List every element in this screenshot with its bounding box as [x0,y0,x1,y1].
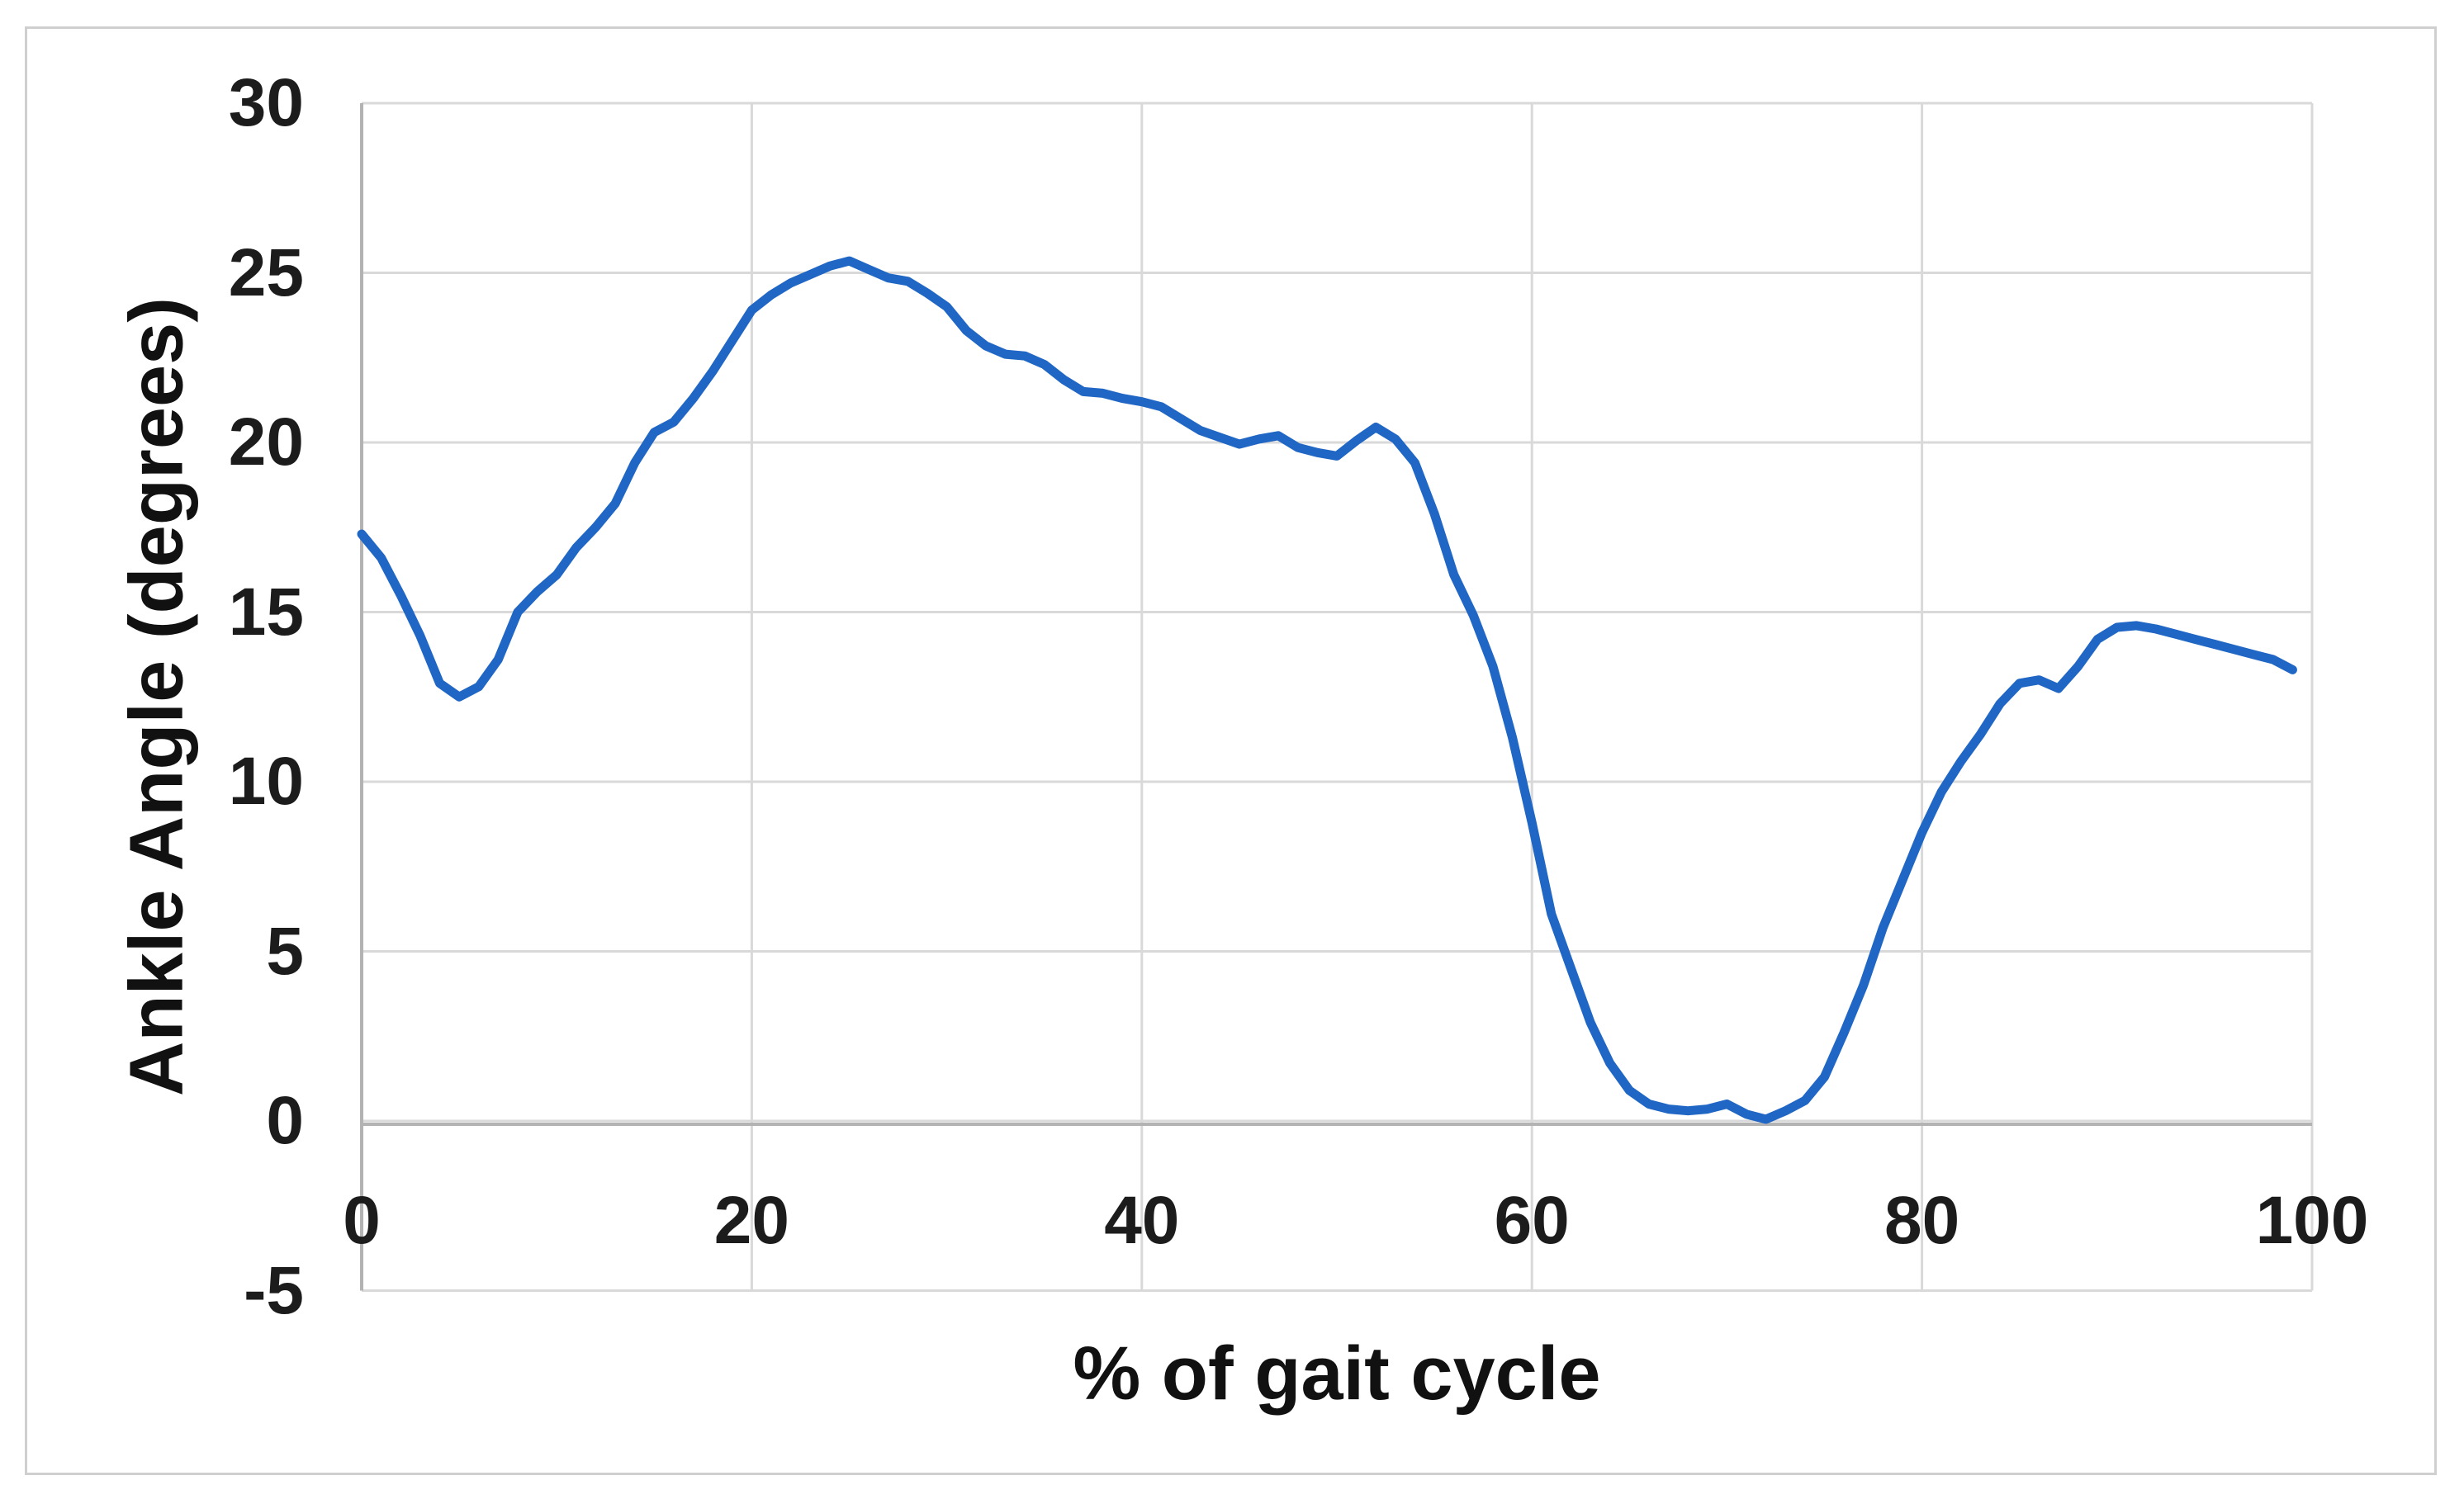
series-line-ankle-angle [357,256,2297,1124]
y-tick-label: 20 [228,404,304,480]
x-axis-title: % of gait cycle [1073,1331,1601,1416]
y-tick-label: 25 [228,234,304,310]
x-tick-label: 40 [1104,1183,1180,1258]
y-tick-label: 0 [266,1083,304,1158]
x-tick-label: 0 [343,1183,381,1258]
y-tick-label: -5 [244,1252,304,1328]
x-tick-label: 100 [2255,1183,2369,1258]
x-tick-label: 60 [1494,1183,1570,1258]
x-tick-label: 20 [713,1183,789,1258]
y-tick-label: 10 [228,744,304,819]
chart-border [25,26,2437,1475]
y-tick-label: 15 [228,574,304,650]
y-axis-title: Ankle Angle (degrees) [114,297,199,1096]
y-tick-label: 30 [228,65,304,140]
x-tick-label: 80 [1884,1183,1960,1258]
y-tick-label: 5 [266,913,304,989]
